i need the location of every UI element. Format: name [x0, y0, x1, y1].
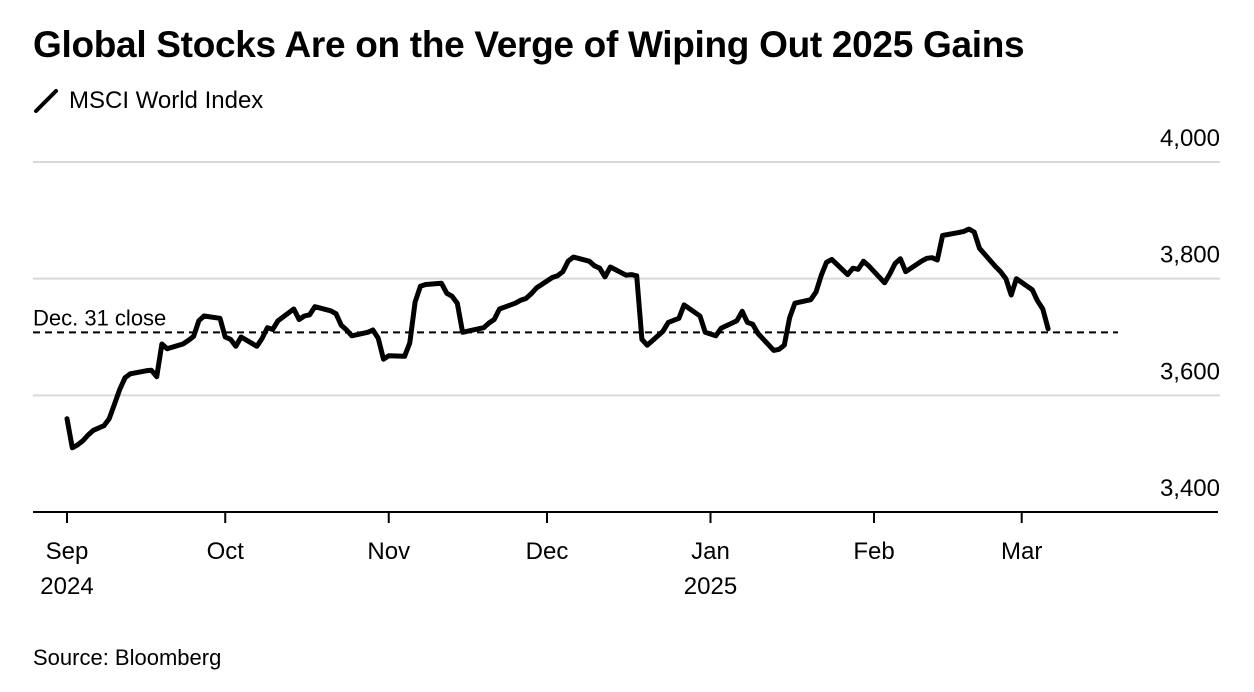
y-tick-label: 4,000: [1160, 125, 1220, 152]
x-tick-label: Sep: [46, 538, 89, 565]
x-tick-label: Jan: [691, 538, 730, 565]
y-tick-label: 3,600: [1160, 358, 1220, 385]
series-line: [64, 226, 1051, 451]
legend: MSCI World Index: [33, 84, 263, 118]
x-tick-label: Feb: [853, 538, 894, 565]
x-tick-label: Nov: [367, 538, 410, 565]
chart-title: Global Stocks Are on the Verge of Wiping…: [33, 24, 1025, 65]
x-tick-label: Mar: [1001, 538, 1042, 565]
x-tick-year-label: 2024: [40, 573, 93, 600]
x-tick-label: Dec: [526, 538, 569, 565]
legend-line-icon: [34, 89, 58, 113]
legend-label: MSCI World Index: [69, 87, 264, 114]
reference-line-label: Dec. 31 close: [33, 305, 166, 330]
x-tick-label: Oct: [207, 538, 245, 565]
y-tick-label: 3,400: [1160, 475, 1220, 502]
y-tick-label: 3,800: [1160, 242, 1220, 269]
source-note: Source: Bloomberg: [33, 645, 222, 670]
x-tick-year-label: 2025: [684, 573, 737, 600]
